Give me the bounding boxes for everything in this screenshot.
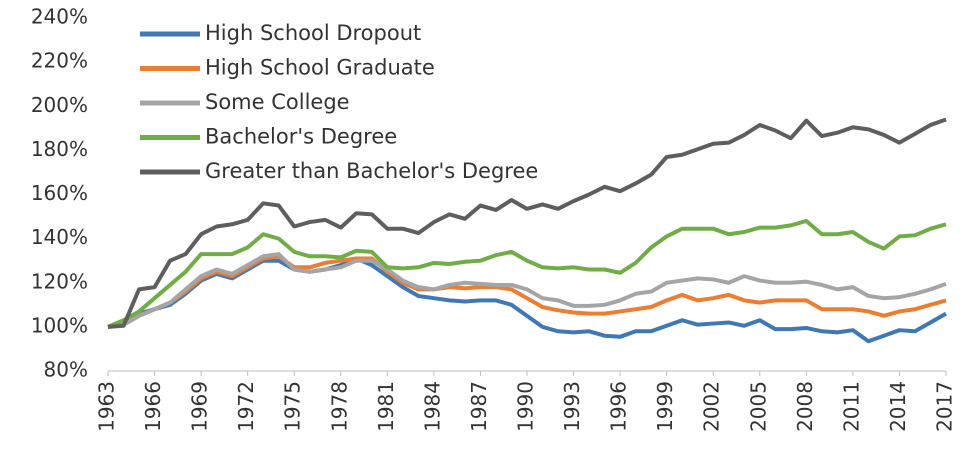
- y-tick-label: 120%: [31, 269, 88, 293]
- y-tick-label: 220%: [31, 49, 88, 73]
- x-tick-label: 1969: [188, 381, 212, 432]
- series-line: [107, 117, 947, 329]
- x-tick-label: 1975: [281, 381, 305, 432]
- x-tick-label: 1984: [420, 381, 444, 432]
- x-tick-label: 1990: [514, 381, 538, 432]
- x-tick-label: 2008: [793, 381, 817, 432]
- x-tick-label: 1987: [467, 381, 491, 432]
- x-tick-label: 1963: [95, 381, 119, 432]
- x-tick-label: 2014: [886, 381, 910, 432]
- series-line: [107, 252, 947, 329]
- x-tick-label: 2017: [933, 381, 957, 432]
- x-tick-label: 1978: [327, 381, 351, 432]
- y-tick-label: 240%: [31, 5, 88, 29]
- y-tick-label: 180%: [31, 137, 88, 161]
- y-tick-label: 140%: [31, 225, 88, 249]
- legend-label: High School Graduate: [205, 56, 435, 80]
- x-tick-label: 1966: [141, 381, 165, 432]
- series-line: [107, 218, 947, 329]
- y-tick-label: 160%: [31, 181, 88, 205]
- x-tick-label: 2011: [839, 381, 863, 432]
- legend-label: Some College: [205, 90, 350, 114]
- y-tick-label: 80%: [44, 358, 88, 382]
- x-tick-label: 1981: [374, 381, 398, 432]
- x-tick-label: 2002: [700, 381, 724, 432]
- y-tick-label: 100%: [31, 313, 88, 337]
- legend-label: Bachelor's Degree: [205, 125, 397, 149]
- legend-label: High School Dropout: [205, 21, 421, 45]
- x-tick-label: 1996: [607, 381, 631, 432]
- x-tick-label: 2005: [746, 381, 770, 432]
- legend-label: Greater than Bachelor's Degree: [205, 159, 538, 183]
- y-tick-label: 200%: [31, 93, 88, 117]
- x-tick-label: 1972: [234, 381, 258, 432]
- x-tick-label: 1993: [560, 381, 584, 432]
- x-tick-label: 1999: [653, 381, 677, 432]
